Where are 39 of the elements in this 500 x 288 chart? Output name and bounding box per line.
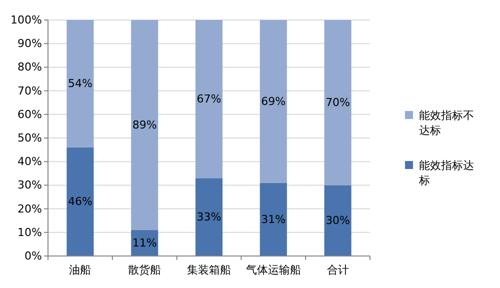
bar xyxy=(324,20,352,186)
label: 67% xyxy=(196,92,222,106)
ytick: 20% xyxy=(18,202,42,216)
xtick: 散货船 xyxy=(128,264,162,276)
xtick: 气体运输船 xyxy=(246,264,301,276)
xtick: 油船 xyxy=(69,264,92,276)
ytick: 0% xyxy=(24,250,42,262)
ytick: 50% xyxy=(18,132,42,144)
label: 89% xyxy=(132,118,157,132)
ytick: 10% xyxy=(18,226,42,239)
ytick: 30% xyxy=(18,178,42,192)
label: 46% xyxy=(68,195,92,208)
label: 30% xyxy=(326,214,350,228)
bar xyxy=(324,185,352,256)
ytick: 90% xyxy=(18,37,42,50)
ytick: 80% xyxy=(18,60,42,74)
bar xyxy=(195,178,223,256)
label: 33% xyxy=(196,210,222,224)
ytick: 40% xyxy=(18,155,42,168)
bar xyxy=(66,20,94,148)
legend-label: 能效指标达标 xyxy=(418,158,474,186)
bar xyxy=(260,182,287,256)
ytick: 70% xyxy=(18,84,42,98)
legend-label: 能效指标不达标 xyxy=(419,108,474,136)
label: 69% xyxy=(261,94,286,108)
label: 70% xyxy=(326,96,350,110)
bar xyxy=(195,20,223,178)
bar xyxy=(260,20,287,183)
label: 54% xyxy=(68,77,92,90)
label: 11% xyxy=(132,236,157,250)
bar xyxy=(131,20,158,230)
label: 31% xyxy=(261,212,286,226)
bar xyxy=(66,147,94,256)
legend-item: 能效指标不达标 xyxy=(405,108,474,136)
xtick: 合计 xyxy=(326,264,349,276)
legend-item: 能效指标达标 xyxy=(405,158,474,186)
ytick: 100% xyxy=(10,14,42,26)
ytick: 60% xyxy=(18,108,42,121)
xtick: 集装箱船 xyxy=(187,264,231,276)
